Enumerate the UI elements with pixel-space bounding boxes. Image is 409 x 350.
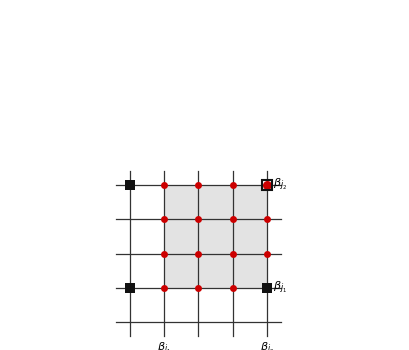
Text: $\beta_{j_2}$: $\beta_{j_2}$ xyxy=(273,177,287,193)
Bar xyxy=(164,185,267,288)
Text: $\beta_{i_2}$: $\beta_{i_2}$ xyxy=(260,341,274,350)
Text: $\beta_{i_1}$: $\beta_{i_1}$ xyxy=(157,341,171,350)
Text: $\beta_{j_1}$: $\beta_{j_1}$ xyxy=(273,280,287,296)
